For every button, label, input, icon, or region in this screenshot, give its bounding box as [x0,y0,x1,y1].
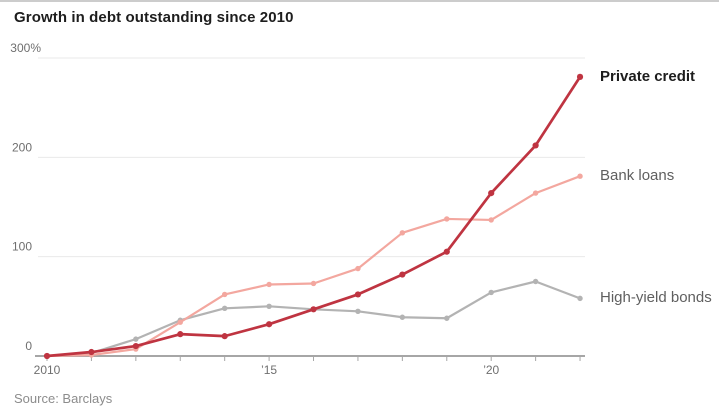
series-point-private-credit [177,331,184,338]
y-axis-label: 300% [10,41,41,55]
series-point-high-yield-bonds [577,295,583,302]
series-point-private-credit [576,73,584,80]
legend-label-high-yield-bonds: High-yield bonds [600,289,712,307]
x-axis-label: 2010 [34,363,61,377]
series-point-bank-loans [221,291,228,298]
series-point-bank-loans [177,319,183,325]
series-point-private-credit [488,189,495,197]
source-attribution: Source: Barclays [14,391,113,406]
series-point-bank-loans [532,190,539,196]
series-point-bank-loans [355,265,361,272]
series-point-private-credit [354,291,362,298]
series-point-private-credit [310,306,317,313]
series-point-high-yield-bonds [532,278,539,285]
series-point-private-credit [443,248,450,255]
legend-label-bank-loans: Bank loans [600,167,675,185]
series-point-high-yield-bonds [488,289,494,296]
series-point-bank-loans [577,173,583,179]
y-axis-label: 200 [12,140,32,154]
y-axis-label: 0 [25,339,32,353]
y-axis-label: 100 [12,240,32,254]
series-point-high-yield-bonds [399,314,406,320]
series-point-private-credit [266,321,273,328]
series-point-high-yield-bonds [221,305,228,312]
series-line-high-yield-bonds [46,280,581,358]
series-point-private-credit [88,348,95,356]
series-line-private-credit [46,76,582,358]
series-point-private-credit [43,352,51,360]
legend-label-private-credit: Private credit [600,67,696,85]
chart-title: Growth in debt outstanding since 2010 [14,9,294,26]
series-point-bank-loans [310,280,317,287]
series-line-bank-loans [46,175,581,358]
x-axis-label: ’15 [261,363,277,377]
series-point-bank-loans [399,230,406,236]
series-point-private-credit [132,342,139,350]
series-point-high-yield-bonds [266,303,272,310]
top-divider [0,0,719,2]
series-point-private-credit [399,271,406,278]
x-axis-label: ’20 [483,363,499,377]
series-point-high-yield-bonds [355,308,361,315]
series-point-high-yield-bonds [133,336,139,342]
series-point-private-credit [532,142,539,149]
series-point-high-yield-bonds [444,315,450,321]
series-point-bank-loans [444,216,450,222]
series-point-private-credit [221,333,228,340]
series-point-bank-loans [488,217,494,223]
series-point-bank-loans [266,281,272,288]
